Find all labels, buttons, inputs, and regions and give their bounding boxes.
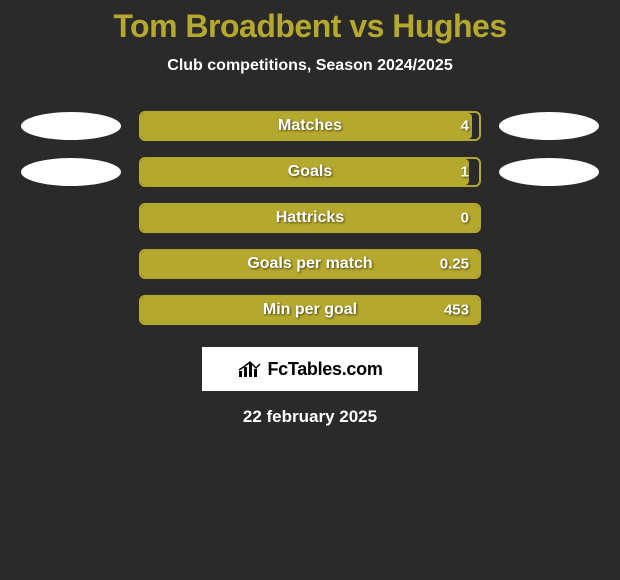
stat-row: Matches4: [0, 111, 620, 141]
stat-row: Goals1: [0, 157, 620, 187]
stat-bar: Matches4: [139, 111, 481, 141]
stat-row: Min per goal453: [0, 295, 620, 325]
stat-bar: Hattricks0: [139, 203, 481, 233]
stat-bar-fill: [141, 297, 479, 323]
stat-bar-fill: [141, 205, 479, 231]
stat-bar: Min per goal453: [139, 295, 481, 325]
player-left-marker: [21, 112, 121, 140]
stat-row: Goals per match0.25: [0, 249, 620, 279]
bar-chart-icon: [237, 359, 263, 379]
stats-panel: Tom Broadbent vs Hughes Club competition…: [0, 0, 620, 427]
stat-bar-fill: [141, 159, 469, 185]
date-label: 22 february 2025: [0, 407, 620, 427]
stat-row: Hattricks0: [0, 203, 620, 233]
logo-text: FcTables.com: [267, 359, 382, 380]
page-subtitle: Club competitions, Season 2024/2025: [0, 57, 620, 75]
page-title: Tom Broadbent vs Hughes: [0, 8, 620, 45]
logo-content: FcTables.com: [237, 359, 382, 380]
player-right-marker: [499, 112, 599, 140]
stat-bar-fill: [141, 113, 472, 139]
player-right-marker: [499, 158, 599, 186]
stat-bar-fill: [141, 251, 479, 277]
stat-bar: Goals per match0.25: [139, 249, 481, 279]
stat-bar: Goals1: [139, 157, 481, 187]
player-left-marker: [21, 158, 121, 186]
stat-rows: Matches4 Goals1 Hattricks0 Goals per match0…: [0, 111, 620, 325]
logo-box[interactable]: FcTables.com: [202, 347, 418, 391]
